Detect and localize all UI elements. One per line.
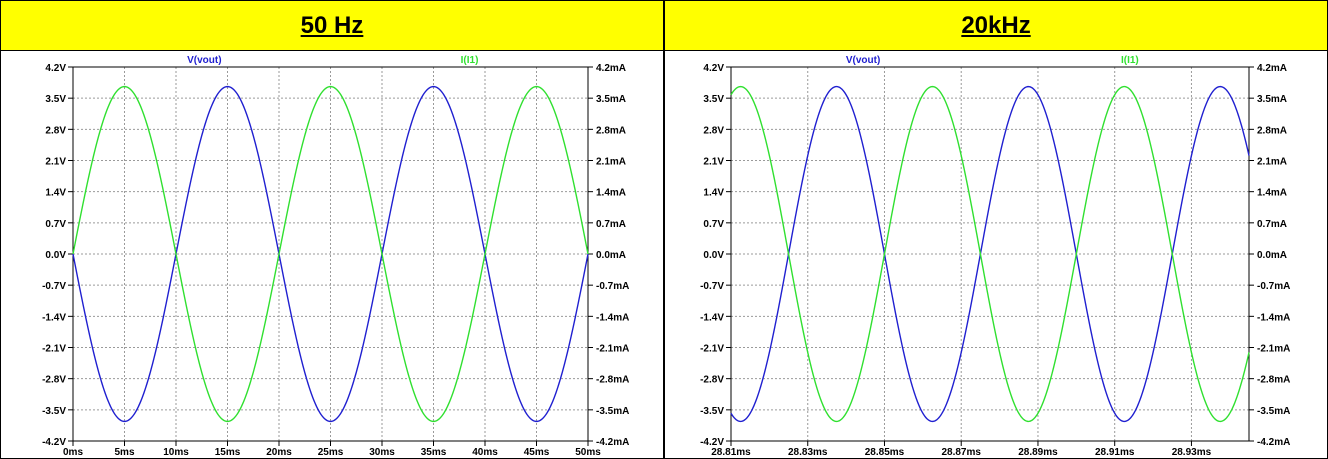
series-line-vout	[72, 85, 589, 423]
y2-tick-label: 3.5mA	[596, 94, 626, 105]
x-tick-label: 40ms	[472, 447, 498, 458]
y-tick-label: -0.7V	[700, 281, 724, 292]
x-tick-label: 5ms	[114, 447, 134, 458]
y2-tick-label: -0.7mA	[596, 281, 629, 292]
legend-label-i1: I(I1)	[461, 55, 479, 66]
y2-tick-label: 2.8mA	[1257, 125, 1287, 136]
y-tick-label: -4.2V	[42, 437, 66, 448]
legend-label-i1: I(I1)	[1121, 55, 1139, 66]
y2-tick-label: -2.1mA	[596, 344, 629, 355]
chart-20khz: 4.2V 4.2mA 3.5V 3.5mA 2.8V 2.8mA 2.1V 2.1mA 1.4V…	[700, 55, 1290, 458]
y2-tick-label: -4.2mA	[1257, 437, 1290, 448]
x-tick-label: 15ms	[215, 447, 241, 458]
y-tick-label: -2.8V	[700, 375, 724, 386]
legend-label-vout: V(vout)	[846, 55, 880, 66]
y-tick-label: 0.7V	[703, 219, 724, 230]
y2-tick-label: -2.8mA	[596, 375, 629, 386]
x-tick-label: 28.81ms	[711, 447, 751, 458]
panel-title: 20kHz	[961, 11, 1031, 39]
series-line-i1	[72, 85, 589, 423]
y-tick-label: -4.2V	[700, 437, 724, 448]
x-tick-label: 28.93ms	[1172, 447, 1212, 458]
x-tick-label: 28.83ms	[788, 447, 828, 458]
y2-tick-label: 3.5mA	[1257, 94, 1287, 105]
y-tick-label: 2.8V	[45, 125, 66, 136]
plot-frame	[730, 66, 1250, 442]
y-tick-label: 0.7V	[45, 219, 66, 230]
y2-tick-label: 2.1mA	[1257, 157, 1287, 168]
y2-tick-label: 4.2mA	[596, 63, 626, 74]
y-tick-label: -2.1V	[42, 344, 66, 355]
y2-tick-label: -3.5mA	[596, 406, 629, 417]
y2-tick-label: 0.0mA	[1257, 250, 1287, 261]
y-tick-label: 2.1V	[703, 157, 724, 168]
series-line-i1	[730, 85, 1250, 423]
y-tick-label: 4.2V	[45, 63, 66, 74]
y-tick-label: -2.8V	[42, 375, 66, 386]
y2-tick-label: -3.5mA	[1257, 406, 1290, 417]
y-tick-label: 0.0V	[45, 250, 66, 261]
x-tick-label: 50ms	[575, 447, 601, 458]
y2-tick-label: -2.8mA	[1257, 375, 1290, 386]
y-tick-label: -2.1V	[700, 344, 724, 355]
x-tick-label: 25ms	[318, 447, 344, 458]
y-tick-label: -0.7V	[42, 281, 66, 292]
y-tick-label: 2.1V	[45, 157, 66, 168]
y2-tick-label: -4.2mA	[596, 437, 629, 448]
series-line-vout	[730, 85, 1250, 423]
y-tick-label: -3.5V	[42, 406, 66, 417]
y2-tick-label: 1.4mA	[1257, 188, 1287, 199]
legend-label-vout: V(vout)	[187, 55, 221, 66]
x-tick-label: 28.91ms	[1095, 447, 1135, 458]
y2-tick-label: -2.1mA	[1257, 344, 1290, 355]
x-tick-label: 20ms	[266, 447, 292, 458]
y-tick-label: -3.5V	[700, 406, 724, 417]
y2-tick-label: 4.2mA	[1257, 63, 1287, 74]
y-tick-label: 3.5V	[703, 94, 724, 105]
panel-50hz: 50 Hz 4.2V 4.2mA 3.5V 3.5mA 2.8V 2.8mA 2.1V 2.1…	[0, 0, 664, 459]
y-tick-label: -1.4V	[42, 312, 66, 323]
x-tick-label: 28.89ms	[1018, 447, 1058, 458]
y-tick-label: 4.2V	[703, 63, 724, 74]
y-tick-label: 3.5V	[45, 94, 66, 105]
x-tick-label: 45ms	[524, 447, 550, 458]
y-tick-label: 1.4V	[45, 188, 66, 199]
y-tick-label: 1.4V	[703, 188, 724, 199]
y2-tick-label: 0.0mA	[596, 250, 626, 261]
y-tick-label: -1.4V	[700, 312, 724, 323]
panel-header: 20kHz	[665, 1, 1327, 51]
y2-tick-label: 0.7mA	[596, 219, 626, 230]
panel-title: 50 Hz	[300, 11, 364, 39]
y-tick-label: 2.8V	[703, 125, 724, 136]
x-tick-label: 28.85ms	[865, 447, 905, 458]
y2-tick-label: 2.1mA	[596, 157, 626, 168]
x-tick-label: 30ms	[369, 447, 395, 458]
x-tick-label: 0ms	[63, 447, 83, 458]
chart-50hz: 4.2V 4.2mA 3.5V 3.5mA 2.8V 2.8mA 2.1V 2.1mA 1.4V…	[42, 55, 629, 458]
x-tick-label: 28.87ms	[941, 447, 981, 458]
y-tick-label: 0.0V	[703, 250, 724, 261]
y2-tick-label: 2.8mA	[596, 125, 626, 136]
x-tick-label: 10ms	[163, 447, 189, 458]
panel-header: 50 Hz	[1, 1, 663, 51]
y2-tick-label: -1.4mA	[596, 312, 629, 323]
y2-tick-label: 0.7mA	[1257, 219, 1287, 230]
y2-tick-label: -1.4mA	[1257, 312, 1290, 323]
panel-20khz: 20kHz 4.2V 4.2mA 3.5V 3.5mA 2.8V 2.8mA 2.1V 2.1…	[664, 0, 1328, 459]
x-tick-label: 35ms	[421, 447, 447, 458]
y2-tick-label: -0.7mA	[1257, 281, 1290, 292]
y2-tick-label: 1.4mA	[596, 188, 626, 199]
